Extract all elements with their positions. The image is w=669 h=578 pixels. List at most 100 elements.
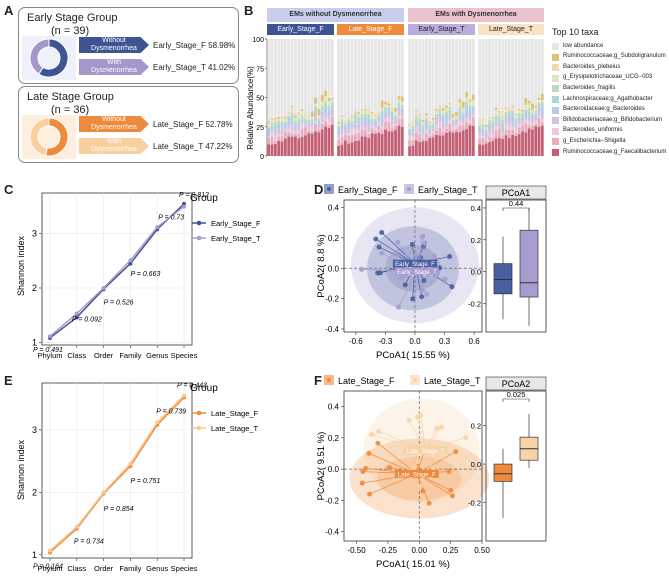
sample-point <box>379 250 385 256</box>
panel-label-c: C <box>4 182 14 197</box>
bar-segment <box>324 96 327 99</box>
bar-segment <box>461 113 465 117</box>
bar-segment <box>367 120 371 127</box>
bar-segment <box>498 39 501 112</box>
bar-segment <box>458 114 462 121</box>
bar-segment <box>400 39 404 97</box>
bar-segment <box>461 112 465 114</box>
legend-label: Late_Stage_F <box>211 409 259 418</box>
bar-segment <box>324 117 327 122</box>
sample-point <box>376 244 382 250</box>
bar-segment <box>290 105 294 108</box>
bar-segment <box>468 110 472 118</box>
bar-segment <box>327 127 331 156</box>
x-axis-title: PCoA1( 15.01 %) <box>376 559 450 570</box>
bar-segment <box>531 39 534 104</box>
bar-segment <box>394 107 397 112</box>
legend-swatch <box>552 53 559 61</box>
bar-segment <box>438 112 442 115</box>
sample-point <box>379 230 385 236</box>
bar-segment <box>414 132 418 141</box>
bar-segment <box>330 97 334 100</box>
bar-segment <box>451 117 455 119</box>
bar-segment <box>364 136 367 156</box>
bar-segment <box>511 115 514 121</box>
bar-segment <box>380 110 384 112</box>
box-ytick-label: -0.2 <box>468 299 481 308</box>
bar-segment <box>537 116 541 118</box>
legend-label: Lachnospiraceae;g_Agathobacter <box>563 95 653 102</box>
bar-segment <box>501 135 505 139</box>
bar-segment <box>314 131 317 156</box>
bar-segment <box>484 132 488 137</box>
bar-segment <box>290 112 294 116</box>
bar-segment <box>414 111 418 114</box>
bar-segment <box>353 112 357 116</box>
ytick-label: 1 <box>32 337 37 347</box>
plot-frame <box>343 199 483 333</box>
bar-segment <box>514 114 518 116</box>
sample-point <box>377 270 383 276</box>
bar-segment <box>364 39 367 110</box>
bar-segment <box>431 121 435 124</box>
bar-segment <box>314 115 317 122</box>
bar-segment <box>307 122 311 125</box>
bar-segment <box>380 107 384 110</box>
bar-segment <box>273 141 277 144</box>
bar-segment <box>424 115 428 118</box>
bar-segment <box>267 130 271 135</box>
sample-point <box>449 284 455 290</box>
bar-segment <box>374 114 377 116</box>
bar-segment <box>521 117 524 121</box>
bar-segment <box>491 126 495 130</box>
bar-segment <box>300 121 304 124</box>
bar-segment <box>504 110 508 112</box>
y-axis-title: PCoA2( 8.8 %) <box>316 234 327 297</box>
bar-segment <box>327 119 331 125</box>
bar-segment <box>330 113 334 116</box>
bar-segment <box>521 112 524 116</box>
bar-segment <box>517 127 521 135</box>
bar-segment <box>280 129 284 135</box>
bar-segment <box>540 101 544 102</box>
bar-segment <box>540 101 544 104</box>
bar-segment <box>438 39 442 106</box>
bar-segment <box>471 107 475 114</box>
bar-segment <box>374 116 377 119</box>
bar-segment <box>478 132 481 134</box>
bar-segment <box>300 109 304 112</box>
stacked-bar-chart: Relative Abundance(%) 0 25 50 75 100 <box>246 37 544 161</box>
bar-segment <box>537 103 541 107</box>
spider-line <box>398 271 418 308</box>
bar-segment <box>397 99 401 102</box>
sample-point <box>367 491 373 497</box>
bar-segment <box>498 112 501 116</box>
bar-segment <box>478 133 481 139</box>
bar-segment <box>484 136 488 139</box>
bar-segment <box>527 39 531 101</box>
bar-segment <box>507 137 511 156</box>
bar-segment <box>524 119 528 124</box>
bar-segment <box>267 121 271 123</box>
bar-segment <box>418 115 422 117</box>
bar-segment <box>521 111 524 113</box>
bar-segment <box>317 118 321 121</box>
ytick-label: 0 <box>260 154 264 161</box>
bar-segment <box>347 136 351 144</box>
bar-segment <box>458 98 462 103</box>
bar-segment <box>377 125 381 133</box>
bar-segment <box>353 128 357 135</box>
bar-segment <box>421 131 425 133</box>
bar-segment <box>408 146 412 156</box>
bar-segment <box>343 120 347 122</box>
xtick-label: Class <box>67 564 86 573</box>
bar-segment <box>320 122 324 124</box>
bar-segment <box>491 118 495 121</box>
bar-segment <box>384 121 387 130</box>
bar-segment <box>367 134 371 138</box>
bar-segment <box>445 132 448 156</box>
bar-segment <box>327 101 331 103</box>
bar-segment <box>478 120 481 123</box>
bar-segment <box>384 129 387 156</box>
bar-segment <box>438 116 442 123</box>
